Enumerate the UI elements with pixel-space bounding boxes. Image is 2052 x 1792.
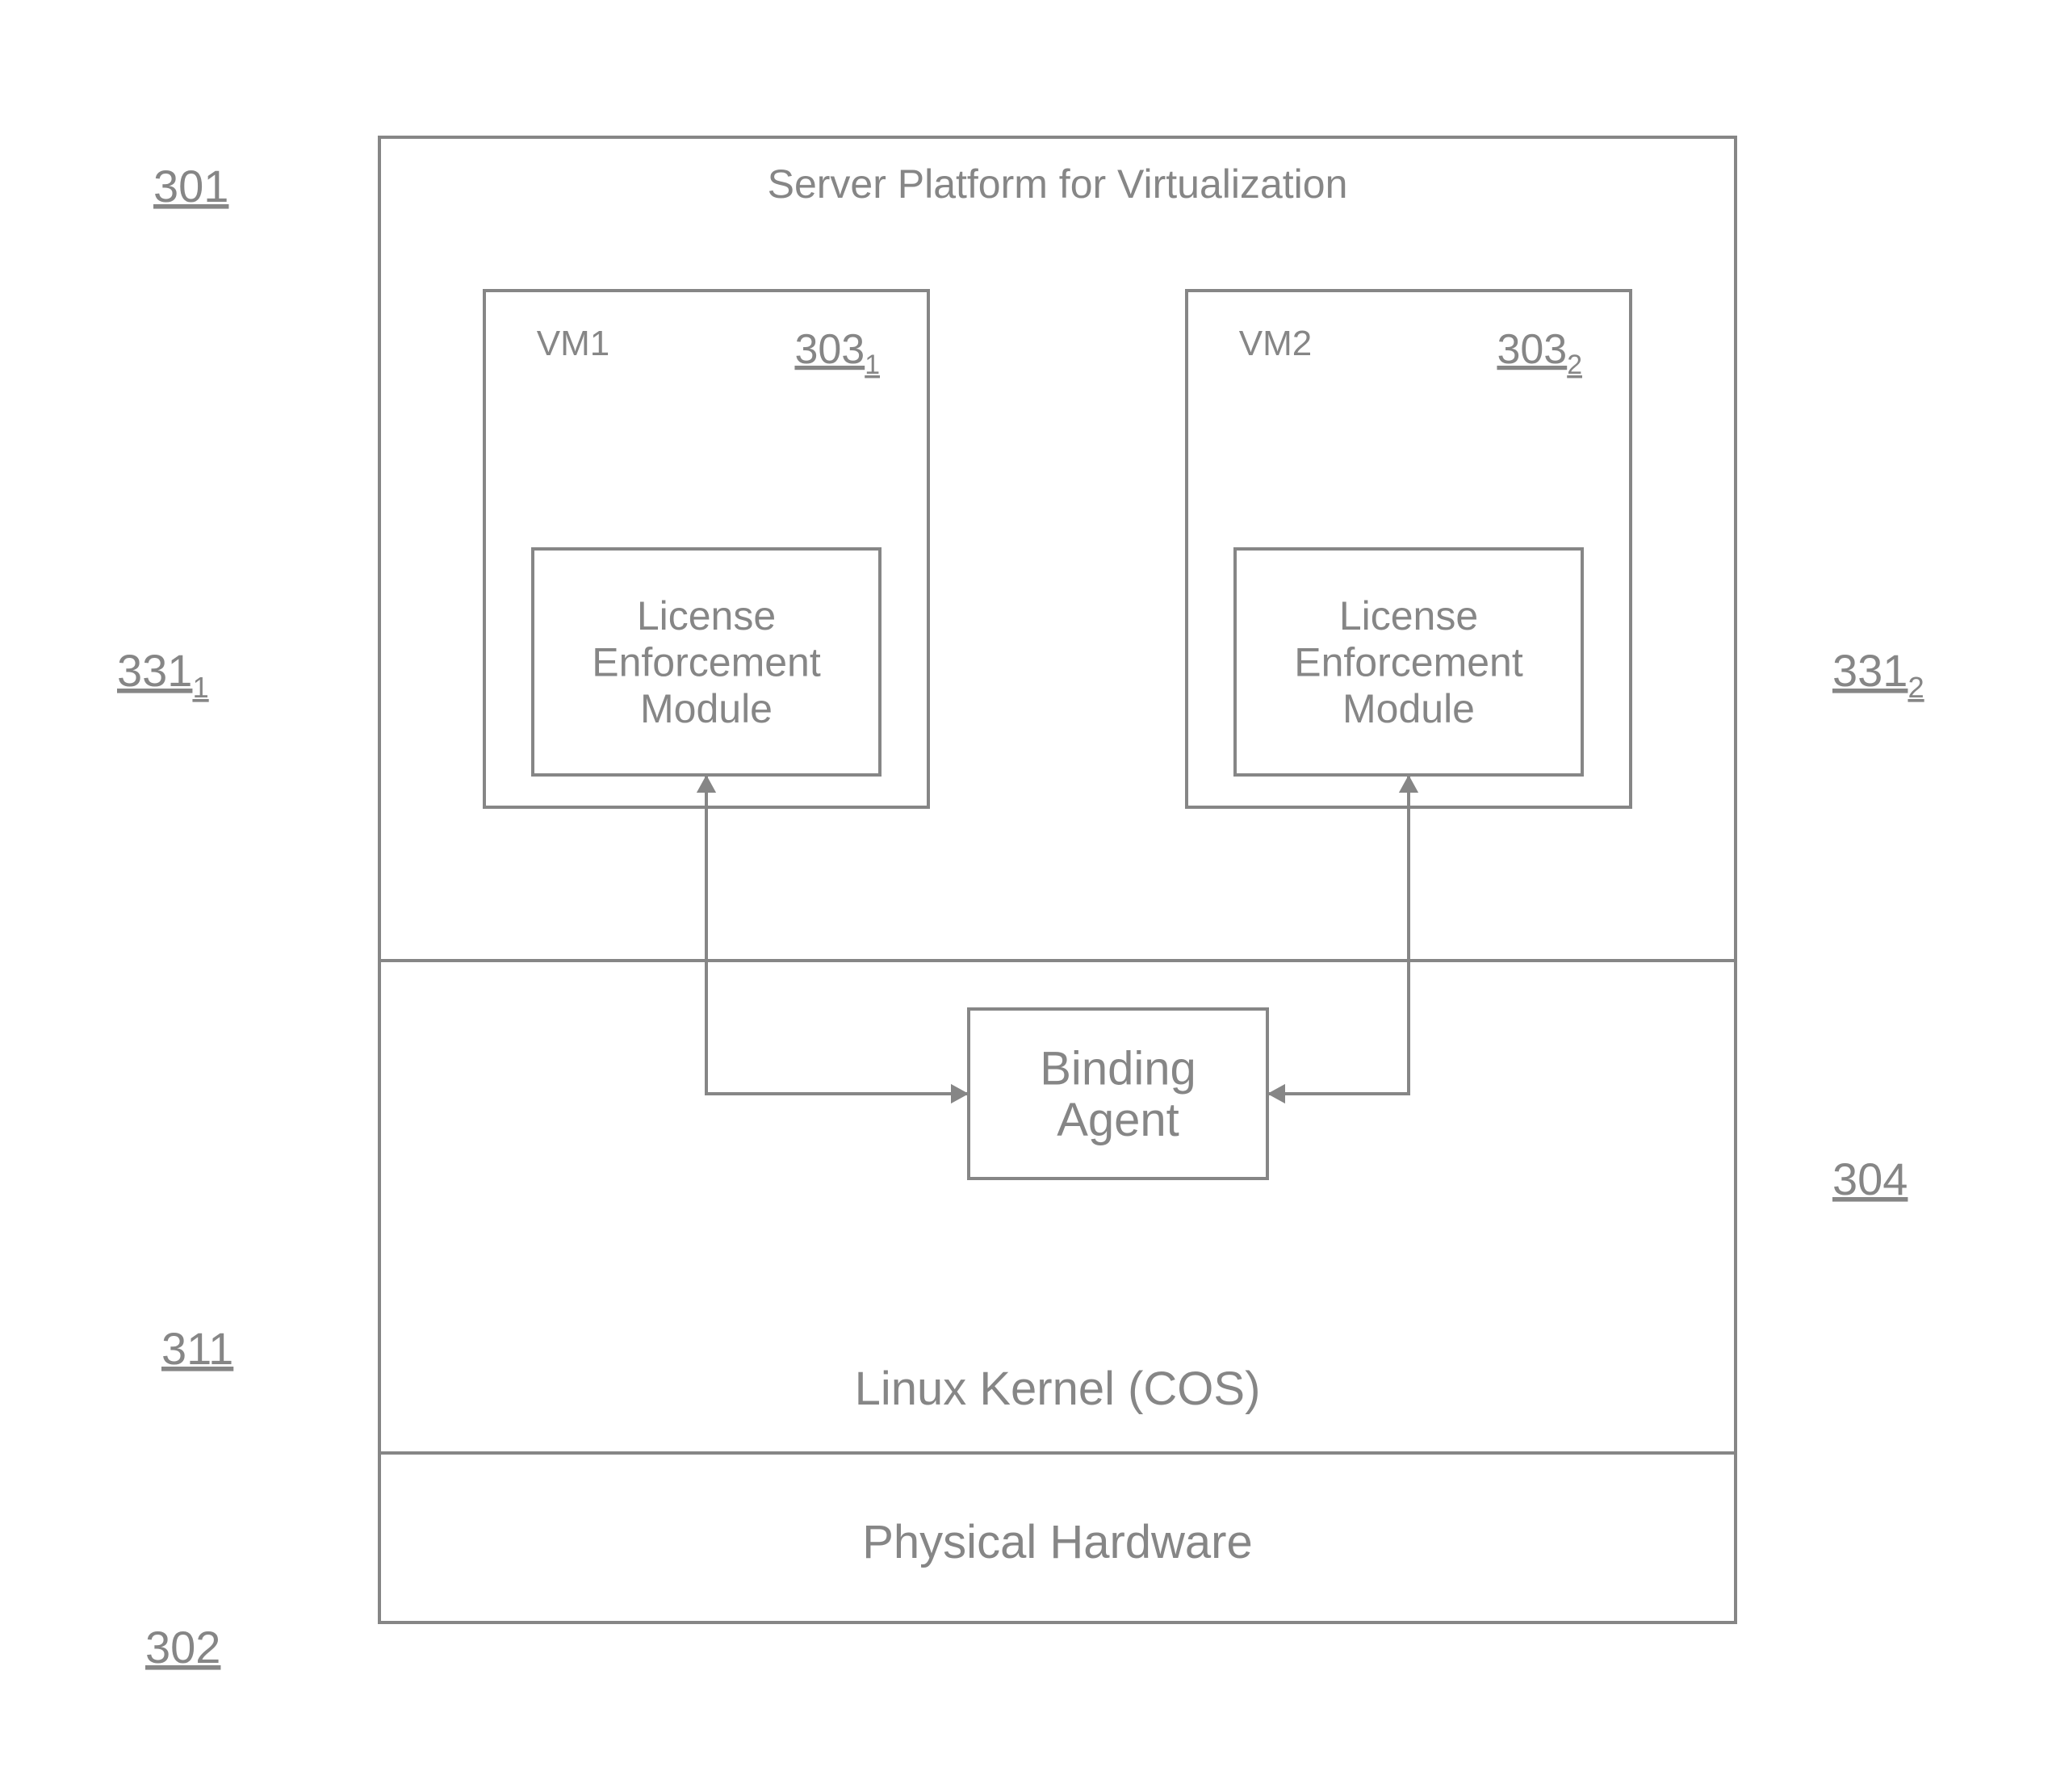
vm1-name: VM1 — [537, 324, 609, 363]
vm2-ref: 3032 — [1497, 326, 1582, 380]
binding-agent-label-0: Binding — [1040, 1042, 1196, 1095]
connector-vm2-agent-path — [1267, 775, 1409, 1094]
ref-311: 311 — [161, 1323, 233, 1374]
ref-331-2: 3312 — [1832, 645, 1924, 704]
vm1-ref: 3031 — [794, 326, 880, 380]
hardware-label: Physical Hardware — [862, 1516, 1253, 1568]
ref-301: 301 — [153, 161, 228, 211]
server-platform-title: Server Platform for Virtualization — [768, 161, 1348, 207]
ref-304: 304 — [1832, 1153, 1908, 1204]
connector-vm1-agent-arrow_up — [697, 775, 716, 793]
vm2-lem-label-2: Module — [1342, 686, 1475, 731]
vm2-name: VM2 — [1239, 324, 1312, 363]
connector-vm2-agent-arrow_up — [1399, 775, 1418, 793]
connector-vm2-agent-arrow_left — [1267, 1084, 1285, 1103]
ref-302: 302 — [145, 1622, 220, 1673]
vm2-lem-label-1: Enforcement — [1294, 640, 1523, 685]
connector-vm1-agent-path — [706, 775, 969, 1094]
vm1-lem-label-2: Module — [640, 686, 773, 731]
kernel-label: Linux Kernel (COS) — [855, 1363, 1261, 1415]
ref-331-1: 3311 — [117, 645, 209, 704]
binding-agent-label-1: Agent — [1057, 1094, 1179, 1146]
connector-vm1-agent-arrow_right — [951, 1084, 969, 1103]
vm2-lem-label-0: License — [1339, 593, 1478, 639]
vm1-lem-label-0: License — [637, 593, 776, 639]
vm1-lem-label-1: Enforcement — [592, 640, 821, 685]
